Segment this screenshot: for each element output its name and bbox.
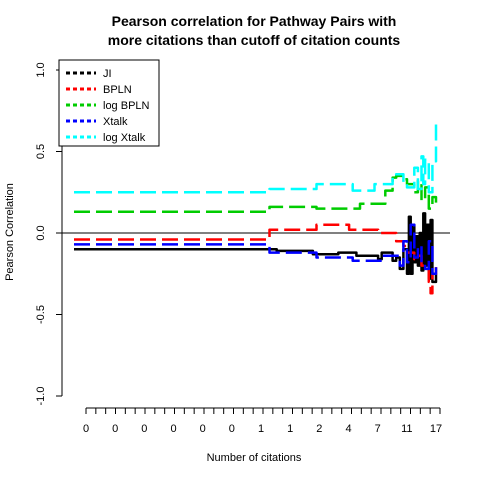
y-axis-label: Pearson Correlation [4,183,16,281]
y-tick-label: -0.5 [35,305,47,324]
x-tick-label: 17 [430,423,442,435]
x-tick-label: 7 [375,423,381,435]
chart-title-line-1: Pearson correlation for Pathway Pairs wi… [112,13,397,29]
x-tick-label: 1 [258,423,264,435]
x-tick-label: 2 [316,423,322,435]
x-tick-label: 4 [345,423,351,435]
legend-label: BPLN [103,84,132,96]
legend-label: log BPLN [103,100,150,112]
chart-title-line-2: more citations than cutoff of citation c… [108,32,401,48]
legend-label: log Xtalk [103,132,146,144]
series-line-bpln [74,223,438,295]
legend-label: JI [103,68,112,80]
series-line-log-xtalk [74,122,438,194]
x-tick-label: 0 [200,423,206,435]
series-line-xtalk [74,223,438,276]
legend-label: Xtalk [103,116,128,128]
y-tick-label: 0.0 [35,225,47,240]
x-tick-label: 0 [141,423,147,435]
y-axis: -1.0 -0.5 0.0 0.5 1.0 [35,62,63,406]
x-tick-label: 0 [112,423,118,435]
x-tick-label: 0 [170,423,176,435]
x-tick-label: 0 [83,423,89,435]
x-tick-label: 1 [287,423,293,435]
y-tick-label: 0.5 [35,144,47,159]
x-axis: 0 0 0 0 0 0 1 1 2 4 7 11 17 [83,407,442,435]
y-tick-label: 1.0 [35,62,47,77]
x-tick-label: 11 [401,423,412,435]
x-axis-label: Number of citations [207,452,302,464]
y-tick-label: -1.0 [35,387,47,406]
x-tick-label: 0 [229,423,235,435]
legend: JI BPLN log BPLN Xtalk log Xtalk [58,59,160,147]
series-line-log-bpln [74,174,438,214]
series-layer [74,122,438,295]
